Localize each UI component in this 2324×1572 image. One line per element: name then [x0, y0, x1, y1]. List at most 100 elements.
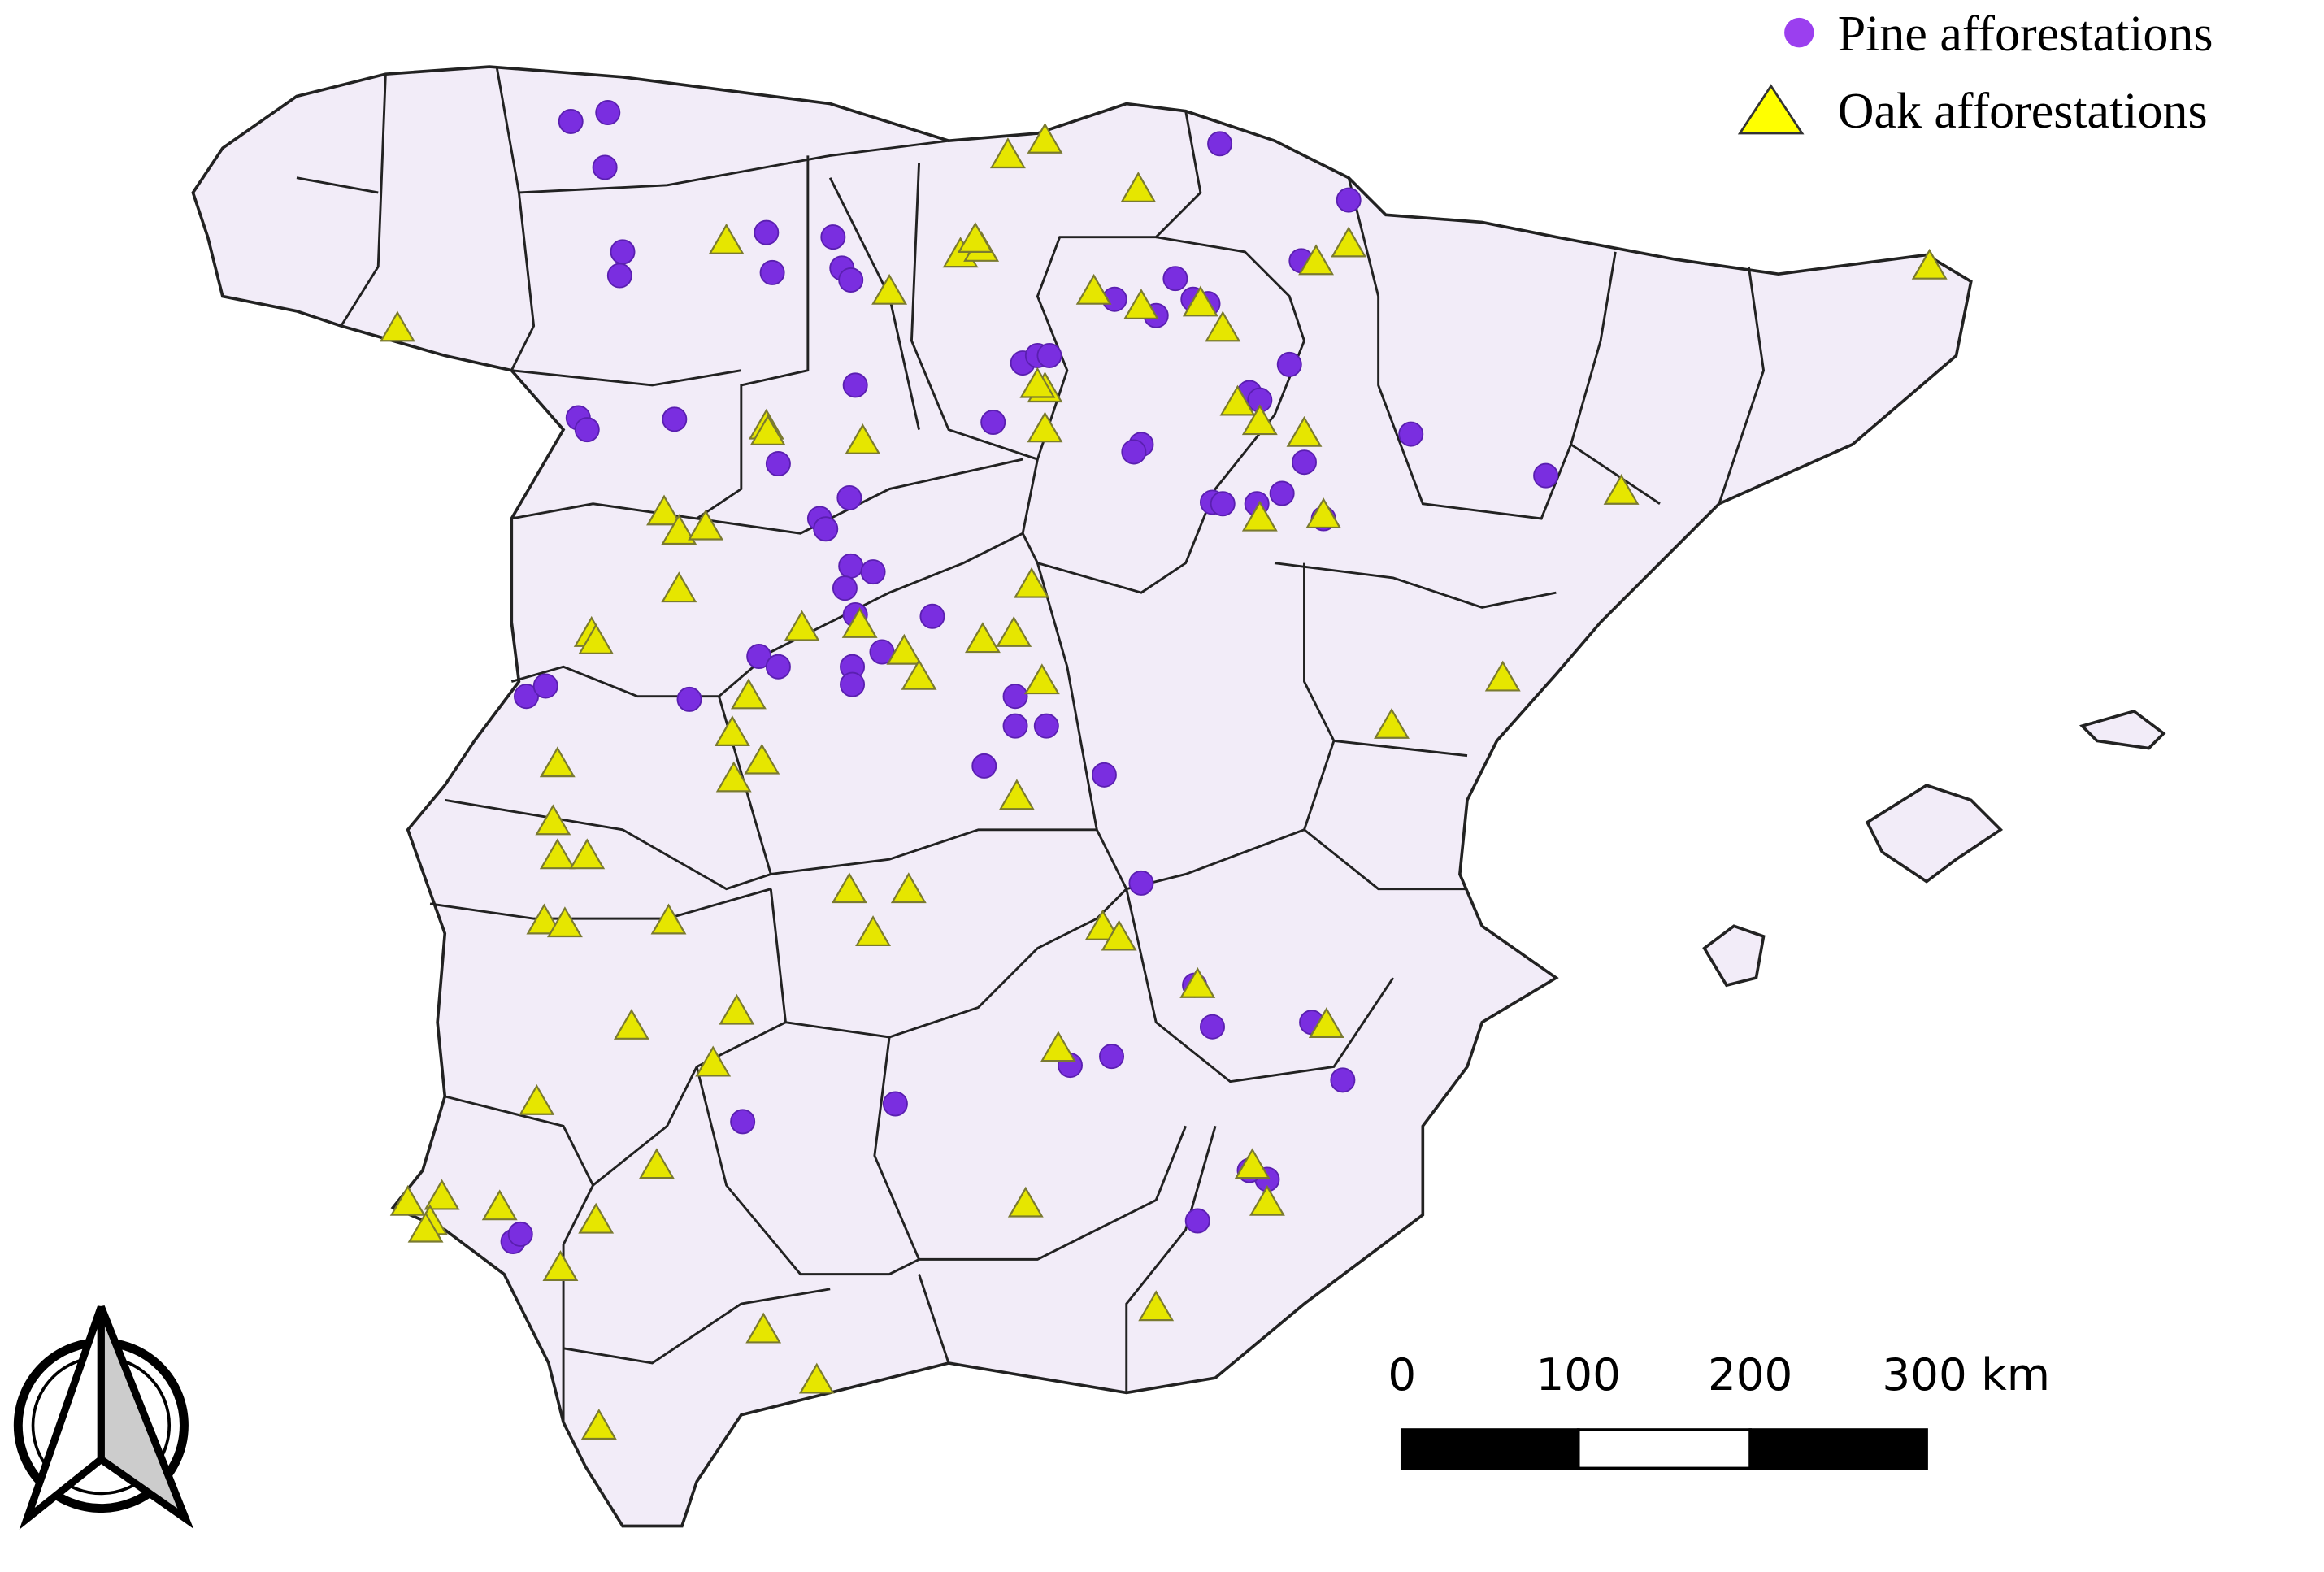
oak-site: [526, 903, 563, 935]
pine-site: [592, 154, 618, 180]
pine-site: [1091, 762, 1117, 788]
scale-label: 0: [1388, 1348, 1416, 1400]
oak-site: [708, 223, 745, 254]
land: [191, 65, 2166, 1528]
oak-site: [650, 903, 687, 935]
pine-site: [1099, 1044, 1125, 1070]
oak-site: [1241, 500, 1278, 532]
pine-site: [1398, 421, 1424, 447]
oak-site: [784, 610, 820, 641]
oak-site: [1007, 1186, 1044, 1218]
oak-site: [661, 571, 697, 603]
oak-site: [481, 1189, 518, 1221]
pine-site: [765, 654, 791, 680]
pine-site: [532, 673, 558, 699]
pine-site: [595, 100, 621, 126]
pine-site: [813, 516, 839, 542]
pine-site: [1533, 462, 1559, 489]
oak-site: [1249, 1184, 1285, 1216]
oak-site: [407, 1211, 444, 1243]
oak-site: [744, 743, 780, 775]
island: [2079, 709, 2166, 750]
oak-site: [1023, 663, 1060, 695]
pine-site: [514, 684, 540, 710]
oak-site: [1120, 172, 1157, 202]
pine-site: [507, 1221, 533, 1247]
oak-site: [845, 423, 881, 454]
oak-site: [1075, 273, 1112, 305]
legend-label: Oak afforestations: [1838, 84, 2208, 139]
pine-site: [838, 553, 864, 579]
scale-segment: [1748, 1428, 1928, 1470]
oak-site: [749, 415, 786, 445]
oak-site: [542, 1250, 579, 1282]
oak-site: [1308, 1007, 1344, 1039]
pine-site: [610, 239, 636, 265]
pine-site: [842, 372, 868, 398]
scale-segment: [1400, 1428, 1580, 1470]
pine-site: [1128, 870, 1154, 896]
oak-site: [535, 804, 571, 836]
pine-site: [765, 451, 791, 477]
pine-site: [980, 410, 1006, 435]
oak-site: [1019, 367, 1056, 398]
oak-site: [539, 746, 576, 778]
oak-site: [715, 761, 752, 793]
pine-site: [971, 753, 997, 779]
oak-site: [730, 678, 767, 710]
oak-site: [1123, 289, 1159, 319]
scale-segment: [1576, 1428, 1752, 1470]
pine-site: [746, 644, 772, 669]
oak-site: [1286, 415, 1323, 447]
pine-site: [1207, 131, 1233, 157]
oak-site: [688, 509, 724, 541]
pine-site: [1336, 187, 1362, 213]
pine-site: [882, 1091, 908, 1117]
oak-site: [1182, 285, 1218, 317]
scale-bar: 0 100 200 300 km: [1388, 1348, 2050, 1470]
legend-oak-symbol: [1737, 84, 1805, 135]
oak-site: [841, 606, 878, 638]
oak-site: [957, 222, 993, 253]
pine-site: [1269, 480, 1295, 506]
pine-site: [662, 406, 688, 432]
oak-site: [1040, 1031, 1076, 1062]
oak-site: [1241, 404, 1278, 436]
oak-site: [539, 838, 576, 870]
oak-site: [1027, 411, 1063, 443]
oak-site: [901, 658, 937, 690]
pine-site: [919, 603, 945, 629]
pine-site: [1184, 1208, 1210, 1234]
oak-site: [890, 872, 927, 904]
oak-site: [546, 906, 583, 938]
oak-site: [578, 1202, 615, 1234]
oak-site: [1138, 1290, 1175, 1322]
oak-site: [1219, 384, 1256, 416]
oak-site: [1234, 1148, 1271, 1179]
pine-site: [558, 108, 584, 134]
oak-site: [1205, 310, 1241, 342]
pine-site: [1121, 439, 1147, 465]
island: [1702, 924, 1766, 988]
oak-site: [1305, 497, 1342, 529]
oak-site: [1331, 226, 1367, 258]
legend-label: Pine afforestations: [1838, 7, 2213, 62]
oak-site: [871, 273, 908, 305]
pine-site: [840, 671, 866, 697]
oak-site: [1484, 660, 1521, 692]
oak-site: [580, 1409, 617, 1440]
pine-site: [1199, 1014, 1225, 1040]
oak-site: [1911, 248, 1948, 280]
oak-site: [695, 1045, 732, 1077]
legend: Pine afforestations Oak afforestations: [1737, 7, 2213, 139]
oak-site: [1374, 707, 1410, 739]
scale-label: 300 km: [1882, 1348, 2050, 1400]
oak-site: [1179, 966, 1216, 998]
province-borders: [296, 66, 1766, 1422]
oak-site: [798, 1362, 835, 1394]
oak-site: [989, 137, 1026, 169]
mainland: [191, 65, 1973, 1528]
pine-site: [754, 219, 780, 245]
scale-label: 200: [1708, 1348, 1792, 1400]
oak-site: [569, 838, 606, 870]
